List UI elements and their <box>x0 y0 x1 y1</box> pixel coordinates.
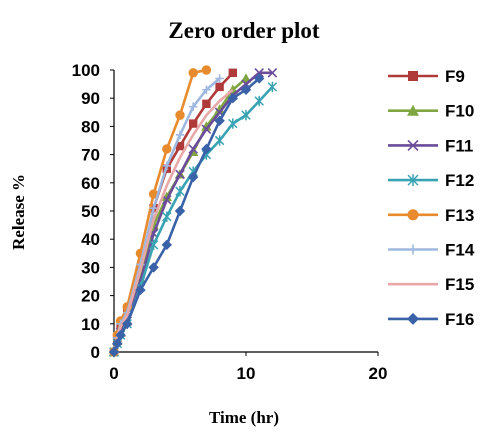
data-point <box>148 262 159 273</box>
legend-label: F10 <box>445 102 474 121</box>
y-tick-label: 40 <box>81 230 100 249</box>
axes: 0 10 20 30 40 50 60 70 80 90 100 0 10 20 <box>72 61 388 383</box>
y-tick-label: 10 <box>81 315 100 334</box>
data-point <box>188 144 198 154</box>
y-tick-label: 90 <box>81 89 100 108</box>
data-point <box>201 143 212 155</box>
data-point <box>175 110 185 120</box>
data-point <box>215 74 224 83</box>
legend-label: F14 <box>445 241 475 260</box>
legend-item-f14: F14 <box>388 241 475 260</box>
series-f16 <box>108 73 265 358</box>
data-point <box>201 65 212 75</box>
x-tick-label: 20 <box>369 364 388 383</box>
data-point <box>408 244 418 255</box>
y-tick-label: 100 <box>72 61 100 80</box>
y-axis-label: Release % <box>9 174 28 250</box>
data-point <box>228 118 238 129</box>
data-point <box>202 99 211 109</box>
data-point <box>254 95 264 107</box>
legend-item-f15: F15 <box>388 275 474 294</box>
y-tick-label: 20 <box>81 287 100 306</box>
data-point <box>408 71 418 81</box>
data-point <box>407 174 419 187</box>
data-point <box>122 318 133 329</box>
data-point <box>240 84 252 95</box>
data-point <box>267 68 278 78</box>
legend-item-f11: F11 <box>388 136 473 155</box>
data-point <box>161 191 172 202</box>
series-line <box>112 88 234 353</box>
y-tick-label: 60 <box>81 174 100 193</box>
series-f15 <box>112 88 234 353</box>
plot-area <box>108 65 278 358</box>
data-point <box>202 85 211 94</box>
y-tick-label: 70 <box>81 146 100 165</box>
data-point <box>201 124 212 134</box>
data-point <box>214 104 225 114</box>
data-point <box>161 239 172 251</box>
data-point <box>227 93 238 104</box>
legend-label: F11 <box>445 136 473 155</box>
data-point <box>189 119 198 128</box>
data-point <box>188 68 198 78</box>
data-point <box>201 121 212 131</box>
legend-label: F9 <box>445 67 465 86</box>
series-line <box>112 71 273 353</box>
x-tick-label: 0 <box>109 364 118 383</box>
legend-item-f12: F12 <box>388 171 474 190</box>
data-point <box>188 171 199 183</box>
legend-label: F16 <box>445 310 474 329</box>
data-point <box>175 130 185 140</box>
data-point <box>407 209 419 221</box>
data-point <box>162 194 172 205</box>
legend-item-f10: F10 <box>388 102 474 121</box>
data-point <box>407 139 419 151</box>
data-point <box>148 239 159 251</box>
data-point <box>175 141 185 151</box>
data-point <box>162 144 172 154</box>
data-point <box>175 169 185 180</box>
data-point <box>214 115 225 126</box>
data-point <box>115 329 126 341</box>
data-point <box>241 109 251 121</box>
data-point <box>162 161 171 171</box>
x-tick-label: 10 <box>237 364 256 383</box>
data-point <box>189 102 198 111</box>
data-point <box>174 205 186 217</box>
data-point <box>215 82 224 92</box>
y-tick-label: 30 <box>81 258 100 277</box>
data-point <box>162 211 172 222</box>
legend-item-f16: F16 <box>388 310 474 329</box>
data-point <box>175 186 185 197</box>
data-point <box>267 81 278 93</box>
data-point <box>254 68 264 78</box>
legend-item-f13: F13 <box>388 206 474 225</box>
chart-title: Zero order plot <box>168 18 320 43</box>
y-tick-label: 50 <box>81 202 100 221</box>
legend-label: F15 <box>445 275 474 294</box>
y-tick-label: 80 <box>81 117 100 136</box>
legend-label: F13 <box>445 206 474 225</box>
data-point <box>135 284 146 296</box>
x-axis-label: Time (hr) <box>209 408 279 427</box>
legend-item-f9: F9 <box>388 67 465 86</box>
y-tick-label: 0 <box>91 343 100 362</box>
data-point <box>112 338 123 349</box>
data-point <box>228 68 237 78</box>
legend: F9 F10 F11 F12 F13 F14 F15 F16 <box>388 67 475 329</box>
data-point <box>108 346 120 358</box>
data-point <box>407 104 419 116</box>
data-point <box>214 135 225 146</box>
legend-label: F12 <box>445 171 474 190</box>
data-point <box>149 203 158 213</box>
series-f11 <box>109 68 278 357</box>
data-point <box>254 73 265 84</box>
data-point <box>407 312 419 325</box>
